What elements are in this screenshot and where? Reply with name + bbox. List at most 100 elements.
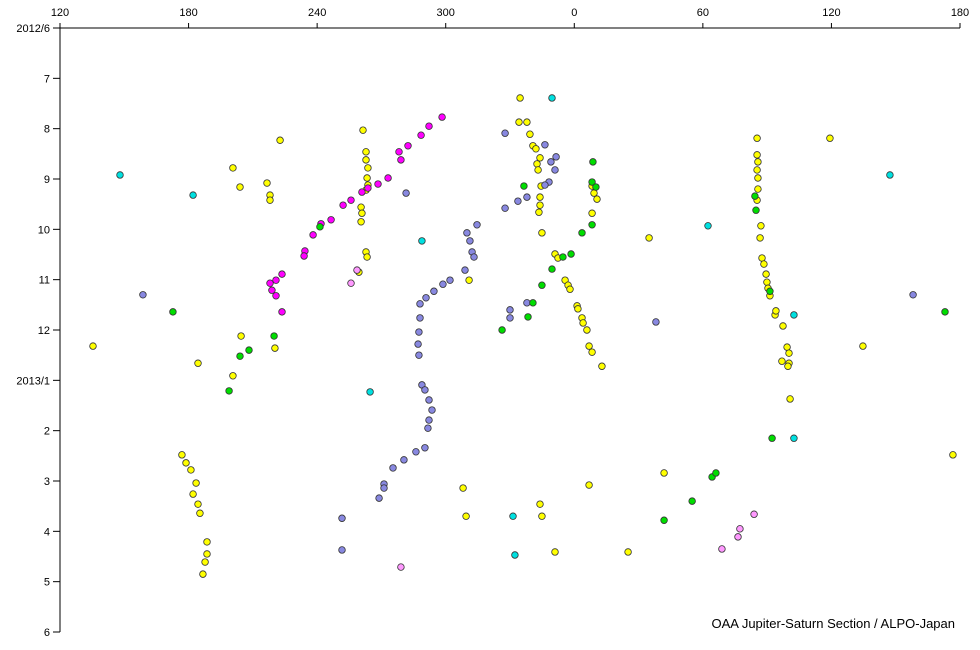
data-point (400, 456, 408, 464)
data-point (598, 362, 606, 370)
data-point (559, 253, 567, 261)
data-point (229, 372, 237, 380)
data-point (201, 558, 209, 566)
data-point (418, 237, 426, 245)
data-point (541, 141, 549, 149)
data-point (402, 189, 410, 197)
data-point (533, 160, 541, 168)
data-point (754, 185, 762, 193)
data-point (245, 346, 253, 354)
data-point (941, 308, 949, 316)
data-point (551, 166, 559, 174)
data-point (516, 94, 524, 102)
data-point (588, 348, 596, 356)
data-point (756, 234, 764, 242)
data-point (425, 122, 433, 130)
data-point (859, 342, 867, 350)
data-point (524, 313, 532, 321)
data-point (189, 490, 197, 498)
y-tick-label: 4 (44, 526, 50, 538)
y-tick-label: 7 (44, 73, 50, 85)
data-point (278, 308, 286, 316)
data-point (187, 466, 195, 474)
x-tick-label: 0 (571, 7, 577, 19)
data-point (363, 253, 371, 261)
y-tick-label: 11 (39, 275, 50, 287)
data-point (430, 287, 438, 295)
data-point (338, 546, 346, 554)
data-point (384, 174, 392, 182)
data-point (416, 300, 424, 308)
data-point (462, 512, 470, 520)
data-point (536, 500, 544, 508)
y-tick-label: 6 (44, 627, 50, 639)
data-point (536, 193, 544, 201)
data-point (593, 195, 601, 203)
data-point (425, 396, 433, 404)
data-point (704, 222, 712, 230)
data-point (463, 229, 471, 237)
data-point (362, 148, 370, 156)
annotation: OAA Jupiter-Saturn Section / ALPO-Japan (711, 616, 955, 631)
data-point (446, 276, 454, 284)
data-point (588, 209, 596, 217)
data-point (538, 229, 546, 237)
data-point (535, 208, 543, 216)
data-point (421, 444, 429, 452)
data-point (652, 318, 660, 326)
data-point (237, 332, 245, 340)
data-point (404, 142, 412, 150)
data-point (532, 145, 540, 153)
data-point (196, 509, 204, 517)
data-point (421, 386, 429, 394)
data-point (520, 182, 528, 190)
data-point (438, 113, 446, 121)
data-point (511, 551, 519, 559)
data-point (169, 308, 177, 316)
data-point (203, 550, 211, 558)
data-point (422, 294, 430, 302)
y-tick-label: 2012/6 (16, 23, 50, 35)
data-point (660, 516, 668, 524)
y-tick-label: 2 (44, 426, 50, 438)
data-point (751, 192, 759, 200)
data-point (364, 184, 372, 192)
data-point (225, 387, 233, 395)
data-point (395, 148, 403, 156)
data-point (753, 166, 761, 174)
data-point (459, 484, 467, 492)
data-point (589, 158, 597, 166)
data-point (588, 178, 596, 186)
data-point (270, 332, 278, 340)
data-point (266, 196, 274, 204)
x-tick-label: 180 (179, 7, 197, 19)
data-point (536, 154, 544, 162)
data-point (263, 179, 271, 187)
data-point (762, 270, 770, 278)
data-point (465, 276, 473, 284)
data-point (389, 464, 397, 472)
data-point (592, 183, 600, 191)
data-point (116, 171, 124, 179)
x-tick-label: 180 (951, 7, 969, 19)
data-point (236, 352, 244, 360)
data-point (414, 340, 422, 348)
data-point (548, 94, 556, 102)
data-point (585, 342, 593, 350)
data-point (566, 285, 574, 293)
data-point (417, 131, 425, 139)
data-point (645, 234, 653, 242)
y-tick-label: 10 (38, 224, 50, 236)
data-point (526, 130, 534, 138)
data-point (886, 171, 894, 179)
data-point (192, 479, 200, 487)
data-point (766, 287, 774, 295)
data-point (547, 158, 555, 166)
data-point (272, 292, 280, 300)
data-point (339, 201, 347, 209)
data-point (309, 231, 317, 239)
data-point (590, 189, 598, 197)
x-tick-label: 120 (822, 7, 840, 19)
data-point (416, 314, 424, 322)
data-point (750, 510, 758, 518)
